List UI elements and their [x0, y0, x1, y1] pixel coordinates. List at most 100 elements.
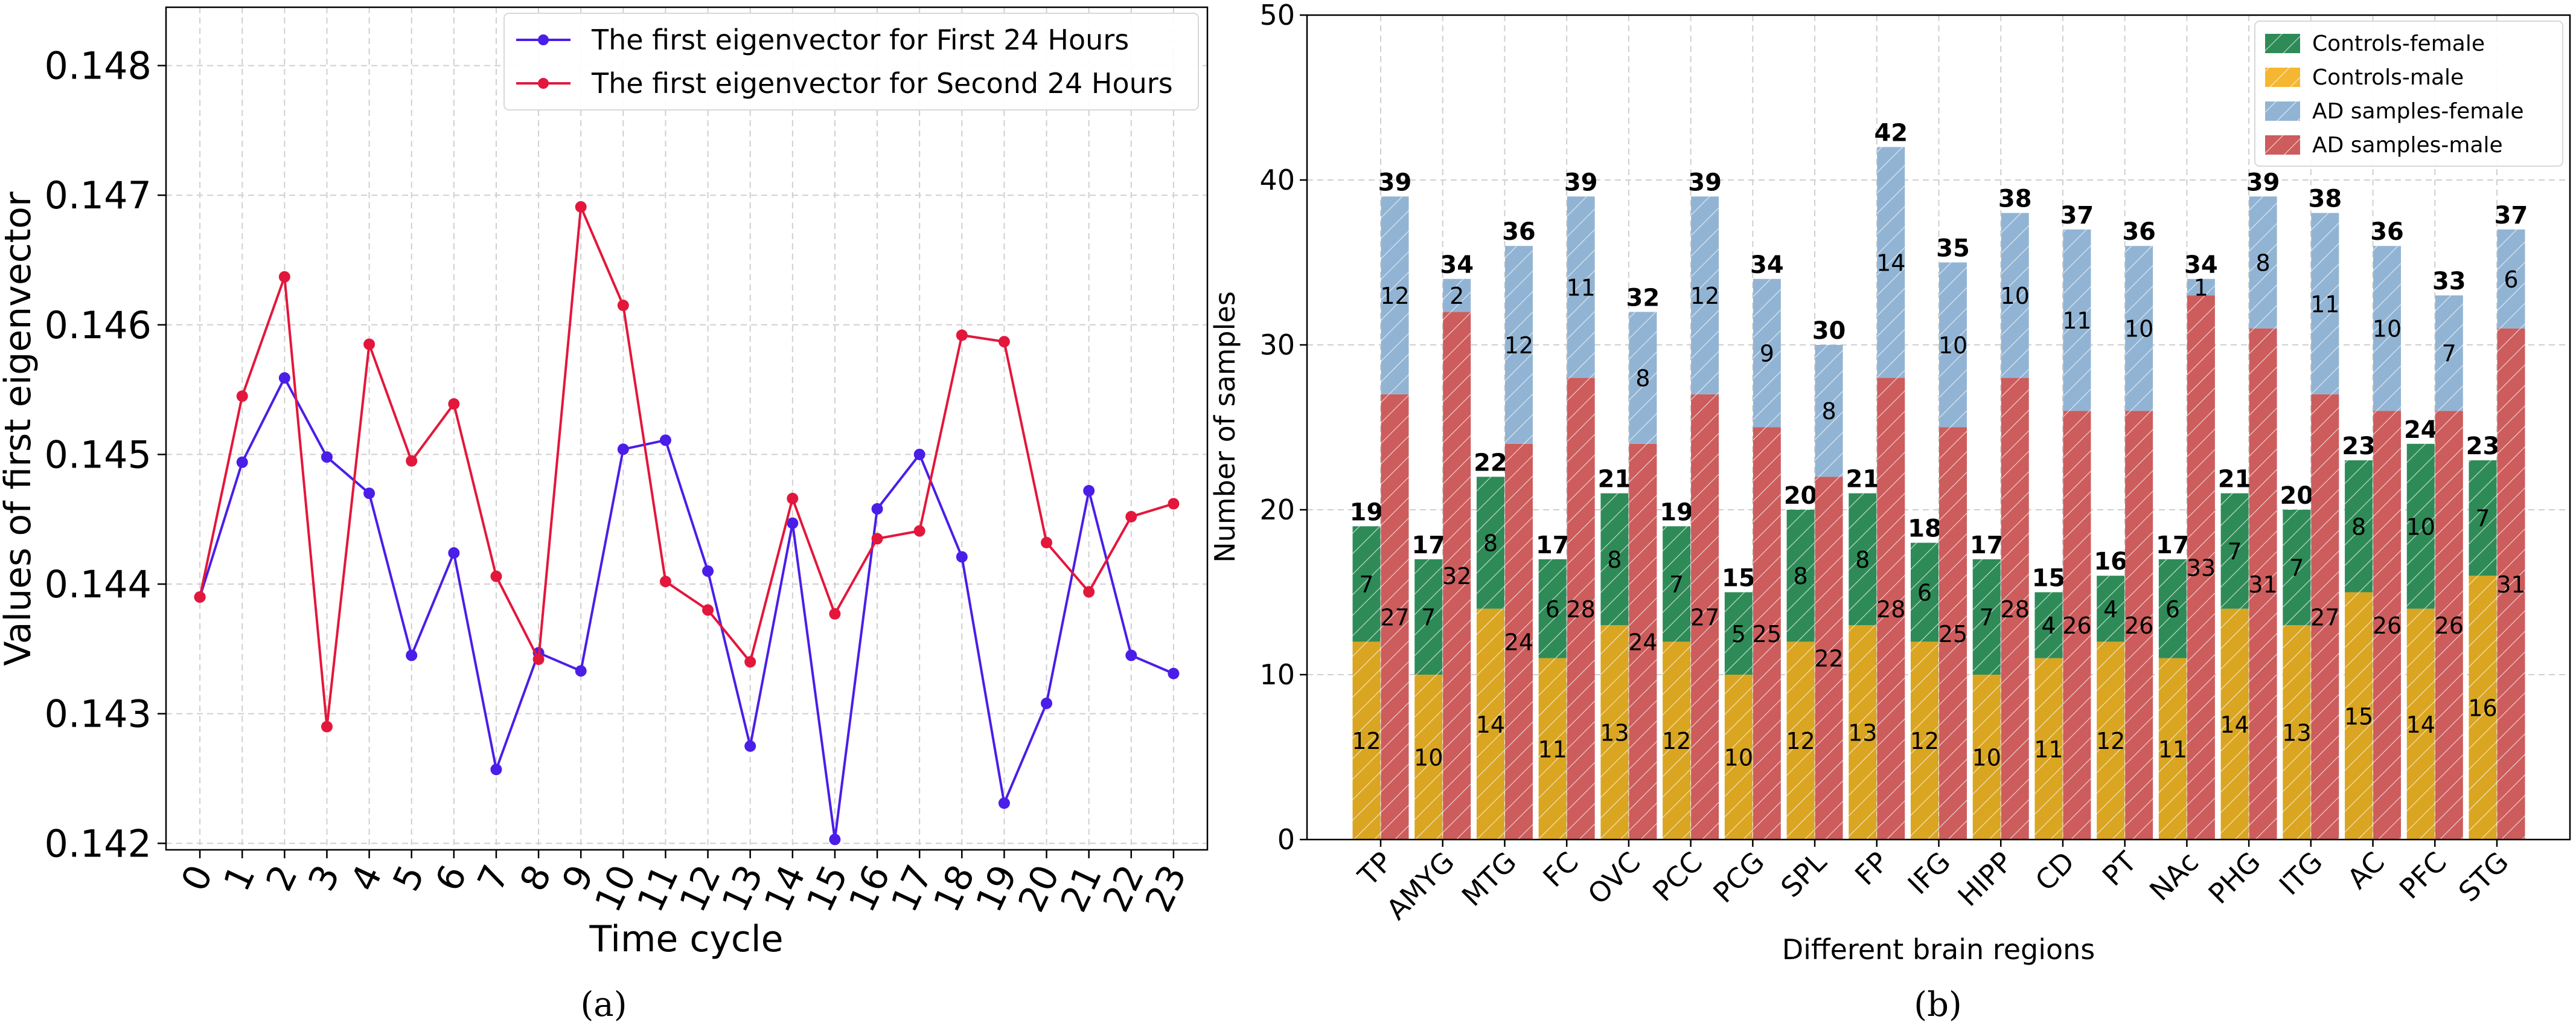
- bar-controls-female-hatch: [2158, 559, 2187, 658]
- line-series-1-point: [913, 448, 925, 460]
- line-series-1-point: [1125, 649, 1137, 661]
- bar-controls-female-value-label: 7: [1359, 571, 1373, 598]
- bar-ad-female-hatch: [1877, 147, 1905, 378]
- line-series-1-point: [575, 665, 587, 677]
- bar-controls-male-hatch: [2158, 658, 2187, 840]
- line-chart-x-tick-label: 8: [512, 859, 560, 898]
- bar-ad-female-hatch: [2125, 246, 2153, 411]
- bar-ad-male-value-label: 26: [2373, 612, 2402, 639]
- bar-chart-y-axis-label: Number of samples: [1209, 291, 1241, 563]
- bar-controls-female-value-label: 8: [1607, 547, 1622, 573]
- bar-controls-total-label: 18: [1908, 515, 1942, 543]
- line-series-2-point: [406, 455, 418, 467]
- line-chart-y-ticks: 0.142 0.143 0.144 0.145 0.146 0.147 0.148: [45, 44, 166, 866]
- bar-ad-male-hatch: [2249, 328, 2277, 840]
- bar-ad-male-value-label: 25: [1938, 621, 1967, 647]
- line-series-2-point: [490, 570, 502, 582]
- bar-ad-male-value-label: 27: [2310, 604, 2339, 631]
- bar-controls-male-hatch: [2034, 658, 2063, 840]
- bar-controls-male-value-label: 15: [2344, 703, 2373, 730]
- bar-ad-female-hatch: [1939, 262, 1967, 428]
- bar-ad-female-hatch: [2497, 229, 2525, 329]
- legend-marker-first-24h: [538, 34, 549, 45]
- bar-chart-panel: 1271927123910717322341482224123611617281…: [1209, 0, 2571, 1024]
- bar-controls-total-label: 17: [1411, 532, 1445, 559]
- bar-ad-male-value-label: 25: [1753, 621, 1782, 647]
- bar-ad-male-hatch: [1567, 377, 1595, 840]
- bar-controls-total-label: 17: [1970, 532, 2004, 559]
- bar-controls-female-value-label: 8: [2351, 513, 2366, 540]
- bar-controls-male-hatch: [1972, 675, 2001, 840]
- bar-ad-male-value-label: 22: [1814, 646, 1843, 672]
- bar-ad-male-hatch: [2001, 377, 2029, 840]
- bar-ad-female-hatch: [2249, 196, 2277, 329]
- line-series-2-point: [913, 525, 925, 537]
- bar-chart-x-tick-label: CD: [2029, 846, 2081, 898]
- bar-ad-female-value-label: 11: [2062, 307, 2091, 334]
- line-series-1-point: [659, 434, 671, 446]
- bar-controls-total-label: 22: [1474, 449, 1507, 477]
- legend-swatch-hatch-ad-female: [2265, 101, 2300, 121]
- bar-ad-female-value-label: 10: [1938, 332, 1967, 359]
- line-series-1-point: [1168, 667, 1180, 679]
- bar-ad-male-hatch: [1691, 394, 1719, 840]
- bar-chart-legend-box: [2254, 21, 2563, 167]
- bar-ad-male-value-label: 31: [2496, 571, 2525, 598]
- bar-controls-female-value-label: 7: [1980, 604, 1994, 631]
- bar-chart-x-tick-label: FC: [1536, 846, 1585, 894]
- bar-chart-x-tick-label: PHG: [2202, 846, 2266, 910]
- bar-controls-male-value-label: 14: [2220, 712, 2249, 738]
- bar-controls-female-value-label: 8: [1855, 547, 1870, 573]
- line-series-2-point: [829, 608, 841, 620]
- bar-ad-male-value-label: 33: [2187, 555, 2216, 582]
- line-series-2-point: [1168, 498, 1180, 510]
- panel-a-caption: (a): [580, 985, 627, 1024]
- bar-controls-total-label: 16: [2094, 548, 2127, 576]
- bar-chart-x-tick-label: PCG: [1707, 846, 1771, 910]
- bar-ad-male-hatch: [2063, 411, 2091, 840]
- bar-chart-x-tick-label: PT: [2096, 845, 2143, 892]
- bar-ad-female-value-label: 7: [2442, 341, 2456, 367]
- line-series-1-point: [490, 763, 502, 776]
- bar-controls-female-hatch: [2097, 576, 2125, 642]
- bar-controls-total-label: 20: [2280, 482, 2313, 510]
- bar-controls-male-value-label: 10: [1972, 745, 2001, 771]
- bar-ad-total-label: 35: [1936, 235, 1970, 263]
- bar-ad-male-value-label: 24: [1628, 629, 1657, 655]
- bar-ad-total-label: 33: [2432, 268, 2466, 295]
- bar-ad-total-label: 38: [2308, 185, 2342, 213]
- bar-controls-male-value-label: 14: [2406, 712, 2435, 738]
- legend-swatch-hatch-controls-male: [2265, 68, 2300, 87]
- line-chart-y-tick-label: 0.142: [45, 821, 152, 866]
- bar-ad-male-value-label: 26: [2062, 612, 2091, 639]
- bar-ad-total-label: 39: [1564, 169, 1598, 196]
- bar-controls-female-hatch: [1600, 493, 1629, 626]
- line-chart-x-tick-label: 23: [1137, 859, 1195, 919]
- bar-chart-x-tick-label: AC: [2341, 846, 2391, 896]
- legend-label-first-24h: The first eigenvector for First 24 Hours: [591, 24, 1129, 56]
- legend-swatch-hatch-ad-male: [2265, 135, 2300, 155]
- bar-controls-total-label: 20: [1784, 482, 1818, 510]
- line-series-2-point: [617, 300, 629, 312]
- bar-controls-male-value-label: 11: [2158, 736, 2187, 763]
- bar-ad-female-hatch: [1691, 196, 1719, 394]
- line-series-2-point: [702, 604, 714, 616]
- line-series-1-point: [321, 451, 333, 463]
- line-chart-y-tick-label: 0.148: [45, 44, 152, 88]
- bar-ad-total-label: 38: [1998, 185, 2032, 213]
- bar-chart-y-tick-label: 30: [1259, 329, 1295, 361]
- bar-ad-female-value-label: 8: [1821, 398, 1836, 425]
- bar-ad-female-hatch: [1629, 312, 1657, 444]
- bar-ad-female-hatch: [2435, 295, 2463, 411]
- line-chart-y-tick-label: 0.144: [45, 562, 152, 606]
- line-series-2-point: [575, 201, 587, 213]
- bar-chart-y-ticks: 0 10 20 30 40 50: [1259, 0, 1307, 856]
- bar-chart-x-axis-label: Different brain regions: [1782, 933, 2095, 966]
- bar-ad-female-hatch: [2373, 246, 2402, 411]
- bar-chart-x-tick-label: HIPP: [1952, 846, 2019, 913]
- bar-chart-y-tick-label: 20: [1259, 493, 1295, 526]
- legend-label-second-24h: The first eigenvector for Second 24 Hour…: [591, 67, 1173, 100]
- bar-ad-female-value-label: 12: [1504, 332, 1533, 359]
- bar-chart-x-tick-label: STG: [2452, 846, 2515, 908]
- bar-controls-male-hatch: [2283, 625, 2311, 840]
